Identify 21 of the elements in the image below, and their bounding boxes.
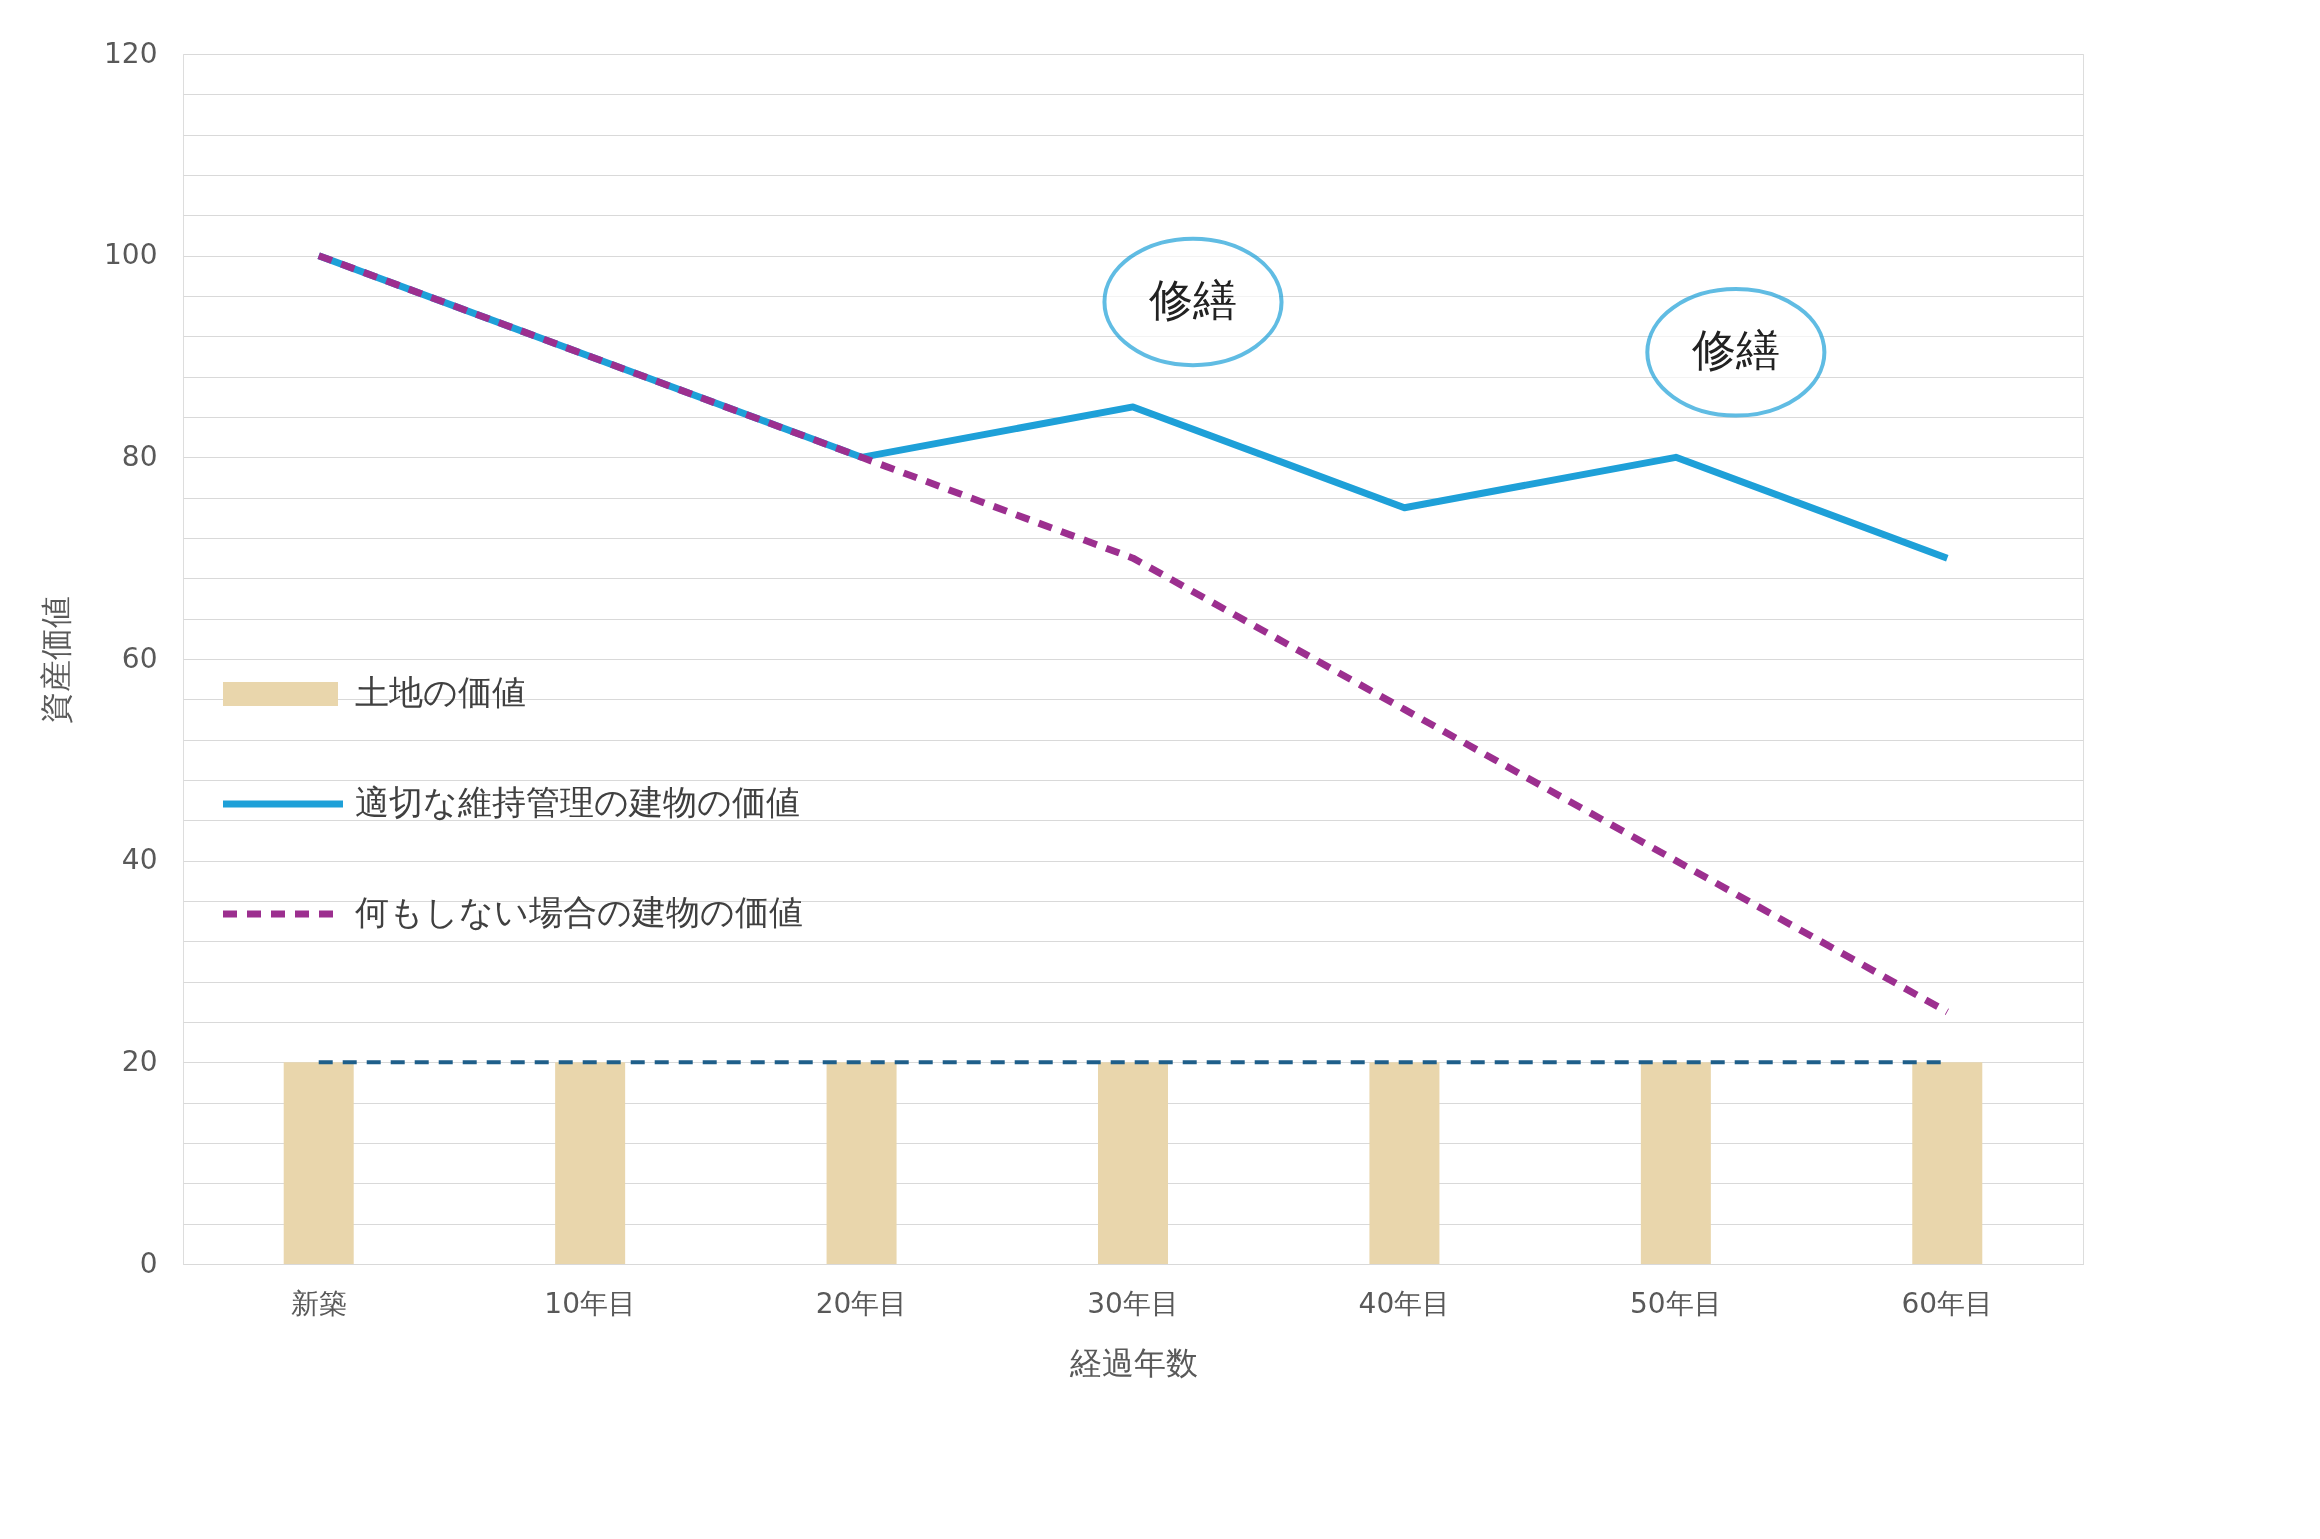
legend-label: 何もしない場合の建物の価値 — [355, 892, 803, 932]
x-tick-label: 50年目 — [1630, 1286, 1722, 1320]
y-tick-label: 40 — [121, 843, 158, 877]
legend-label: 適切な維持管理の建物の価値 — [355, 782, 800, 822]
x-tick-label: 20年目 — [815, 1286, 908, 1320]
y-tick-label: 20 — [121, 1044, 158, 1078]
y-tick-label: 0 — [139, 1246, 158, 1280]
y-tick-label: 60 — [121, 641, 158, 675]
legend-label: 土地の価値 — [355, 672, 526, 712]
x-axis-title: 経過年数 — [1068, 1343, 1198, 1382]
annotation: 修繕 — [1149, 273, 1237, 325]
x-tick-label: 40年目 — [1358, 1286, 1451, 1320]
x-tick-label: 30年目 — [1087, 1286, 1179, 1320]
y-tick-label: 120 — [104, 36, 158, 70]
y-axis-title: 資産価値 — [37, 595, 76, 724]
annotation: 修繕 — [1691, 324, 1780, 376]
x-tick-label: 60年目 — [1901, 1286, 1994, 1320]
y-tick-label: 100 — [104, 238, 158, 272]
y-tick-label: 80 — [121, 439, 158, 473]
x-tick-label: 10年目 — [544, 1286, 636, 1320]
x-tick-label: 新築 — [290, 1286, 347, 1320]
